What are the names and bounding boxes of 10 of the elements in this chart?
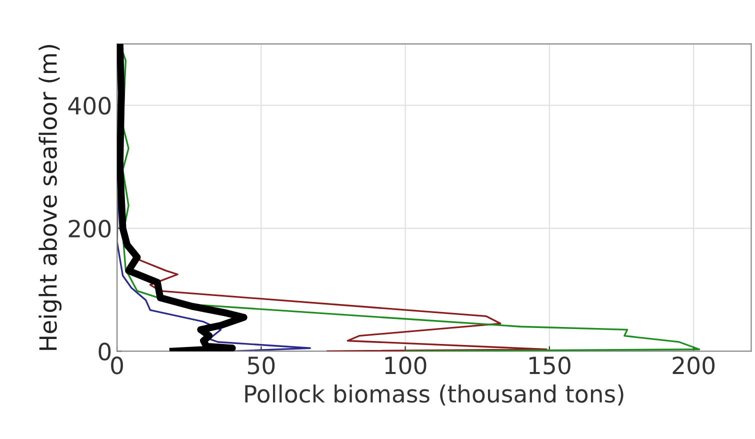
x-tick-label: 150: [529, 356, 570, 374]
x-tick-label: 50: [248, 356, 275, 374]
x-tick-label: 0: [111, 356, 123, 374]
y-axis-title: Height above seafloor (m): [38, 45, 62, 350]
y-tick-label: 0: [98, 342, 111, 361]
x-axis-title: Pollock biomass (thousand tons): [245, 384, 624, 406]
x-tick-label: 200: [672, 356, 715, 374]
x-tick-label: 100: [385, 356, 426, 374]
y-tick-label: 400: [68, 96, 111, 115]
y-tick-label: 200: [68, 220, 111, 238]
